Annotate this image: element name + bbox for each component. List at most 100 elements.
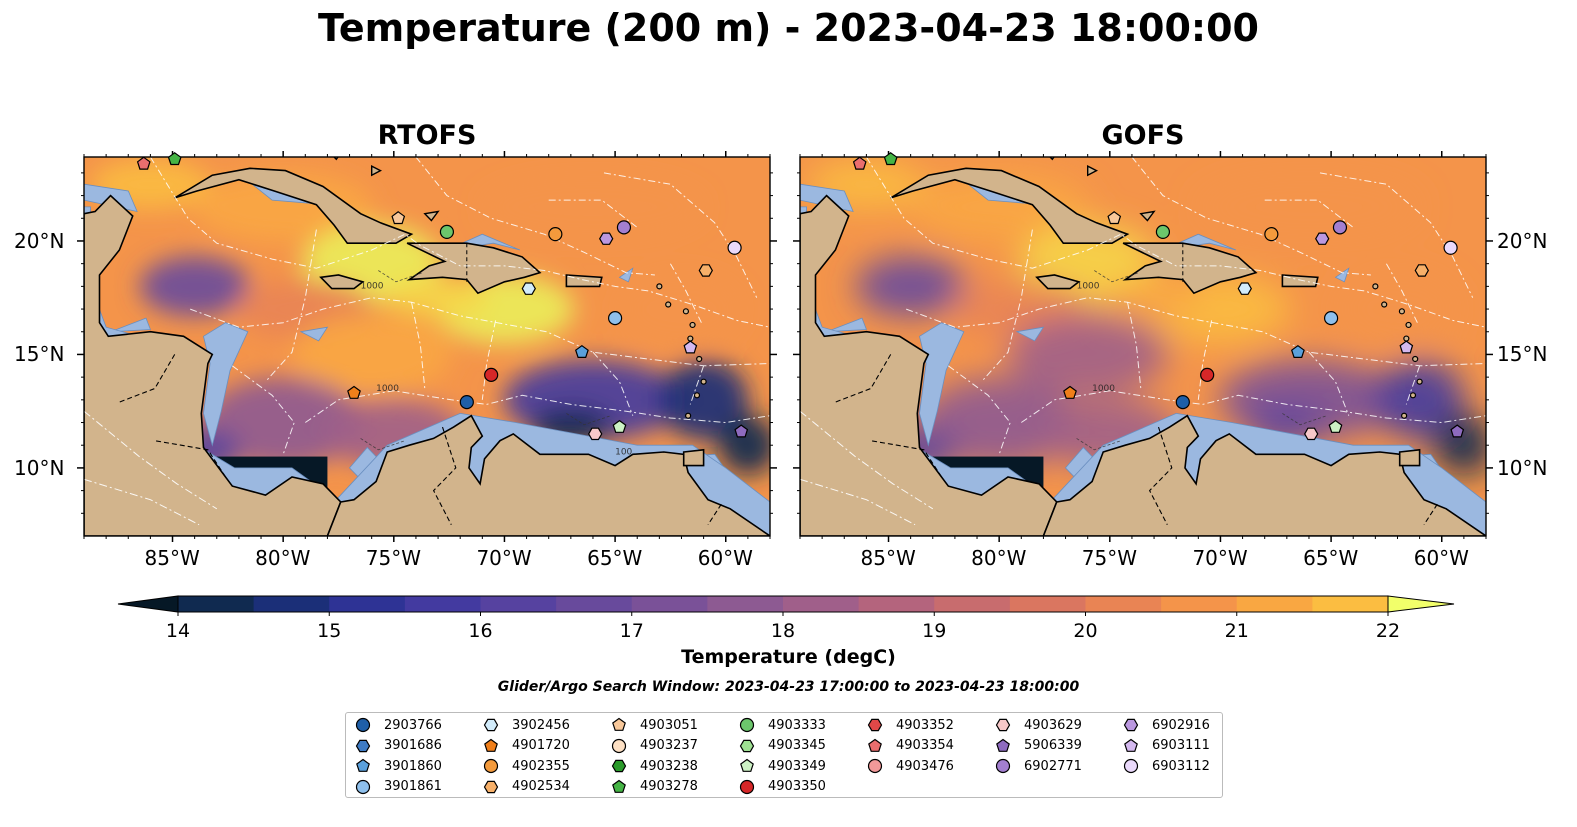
colorbar-segment: [1085, 596, 1162, 612]
float-marker-4902355: [1264, 227, 1279, 242]
legend-label: 4903354: [896, 738, 954, 753]
legend-item-4903238: 4903238: [610, 756, 698, 776]
colorbar-tick-label: 19: [922, 620, 947, 642]
float-marker-4903629: [588, 427, 603, 441]
float-marker-6903111: [683, 340, 698, 354]
float-marker-4903354: [852, 156, 867, 170]
legend-item-4903278: 4903278: [610, 777, 698, 797]
float-marker-3901861: [607, 311, 623, 326]
float-marker-6903112: [727, 240, 742, 255]
legend-label: 3901860: [384, 758, 442, 774]
lon-tick-label: 75°W: [365, 546, 422, 570]
float-marker-4903278: [167, 152, 182, 166]
lon-tick-label: 60°W: [1413, 546, 1469, 570]
colorbar-tick-label: 16: [468, 620, 493, 642]
float-marker-4903051: [1107, 211, 1122, 225]
float-marker-4903278: [883, 152, 898, 166]
float-marker-3902456: [521, 282, 536, 295]
float-marker-6902771: [1332, 220, 1348, 235]
float-marker-6903111: [1399, 340, 1414, 354]
colorbar-segment: [631, 596, 708, 612]
colorbar-segment: [178, 596, 255, 612]
legend-label: 4903051: [640, 717, 698, 733]
float-marker-4903354: [136, 156, 151, 170]
legend-marker-hexagon-icon: [355, 739, 371, 752]
colorbar-segment: [783, 596, 860, 612]
colorbar-segment: [1009, 596, 1086, 612]
float-marker-4903333: [1155, 224, 1171, 239]
float-marker-4903350: [484, 367, 499, 382]
legend-item-4901720: 4901720: [482, 736, 570, 756]
legend-label: 4903352: [896, 717, 954, 733]
rtofs-panel-title: RTOFS: [377, 120, 477, 151]
colorbar-tick-label: 14: [165, 620, 191, 642]
colorbar-segment: [253, 596, 330, 612]
legend-marker-circle-icon: [483, 758, 499, 774]
lat-tick-label-right: 10°N: [1497, 455, 1548, 480]
lon-tick-label: 85°W: [860, 546, 916, 570]
colorbar-segment: [934, 596, 1011, 612]
legend-item-6903111: 6903111: [1122, 736, 1210, 756]
colorbar-over-extension: [1387, 595, 1455, 613]
float-marker-4903051: [391, 211, 406, 225]
float-marker-6902916: [599, 232, 614, 245]
legend-label: 5906339: [1024, 738, 1082, 753]
float-marker-3901860: [1290, 344, 1305, 358]
lon-tick-label: 85°W: [144, 546, 200, 570]
legend-item-4903333: 4903333: [738, 715, 826, 735]
colorbar-under-extension: [117, 595, 179, 613]
legend-item-4903354: 4903354: [866, 736, 954, 756]
lon-tick-label: 65°W: [1303, 546, 1359, 570]
lat-tick-label-left: 15°N: [14, 342, 65, 367]
legend-marker-circle-icon: [867, 758, 883, 774]
float-marker-4902534: [1414, 264, 1429, 277]
legend-item-6903112: 6903112: [1122, 756, 1210, 776]
legend-label: 4903476: [896, 758, 954, 774]
colorbar-tick-label: 22: [1375, 620, 1401, 642]
legend-marker-circle-icon: [355, 717, 371, 733]
colorbar-segment: [480, 596, 557, 612]
legend-item-4903476: 4903476: [866, 756, 954, 776]
legend-item-3902456: 3902456: [482, 715, 570, 735]
lat-tick-label-left: 10°N: [14, 455, 65, 480]
legend-marker-circle-icon: [995, 758, 1011, 774]
legend-marker-pentagon-icon: [1124, 738, 1138, 752]
legend-marker-hexagon-icon: [483, 718, 499, 732]
float-marker-4902534: [698, 264, 713, 277]
colorbar-segment: [707, 596, 784, 612]
legend-item-4903352: 4903352: [866, 715, 954, 735]
gofs-panel-title: GOFS: [1101, 120, 1185, 151]
legend-label: 4903349: [768, 758, 826, 774]
legend-marker-pentagon-icon: [612, 717, 626, 731]
legend-item-6902771: 6902771: [994, 756, 1082, 776]
legend-marker-hexagon-icon: [483, 780, 499, 793]
legend-item-3901861: 3901861: [354, 777, 442, 797]
legend-item-4903350: 4903350: [738, 777, 826, 797]
legend-item-4903349: 4903349: [738, 756, 826, 776]
legend-label: 3902456: [512, 717, 570, 733]
legend-label: 6903112: [1152, 758, 1210, 774]
legend-label: 4902534: [512, 779, 570, 794]
float-marker-3902456: [1237, 282, 1252, 295]
legend-label: 3901861: [384, 779, 442, 794]
colorbar-tick-label: 20: [1073, 620, 1098, 642]
legend-marker-pentagon-icon: [996, 738, 1010, 752]
float-legend: 2903766 3901686 3901860 3901861 3902456 49017…: [345, 712, 1223, 798]
legend-marker-circle-icon: [1123, 758, 1139, 774]
legend-marker-hexagon-icon: [1123, 718, 1139, 732]
legend-item-4903629: 4903629: [994, 715, 1082, 735]
float-marker-4901720: [347, 385, 361, 399]
float-marker-2903766: [459, 395, 474, 410]
legend-item-3901686: 3901686: [354, 736, 442, 756]
legend-label: 4903237: [640, 738, 698, 753]
search-window-text: Glider/Argo Search Window: 2023-04-23 17…: [497, 679, 1080, 695]
legend-marker-pentagon-icon: [612, 779, 626, 793]
float-marker-5906339: [734, 424, 749, 438]
colorbar-segment: [1236, 596, 1313, 612]
lat-tick-label-right: 15°N: [1497, 342, 1548, 367]
lat-tick-label-right: 20°N: [1497, 228, 1548, 253]
legend-marker-pentagon-icon: [356, 758, 370, 772]
legend-marker-pentagon-icon: [484, 738, 498, 752]
contour-label: 1000: [361, 282, 384, 292]
lon-tick-label: 70°W: [1192, 546, 1248, 570]
